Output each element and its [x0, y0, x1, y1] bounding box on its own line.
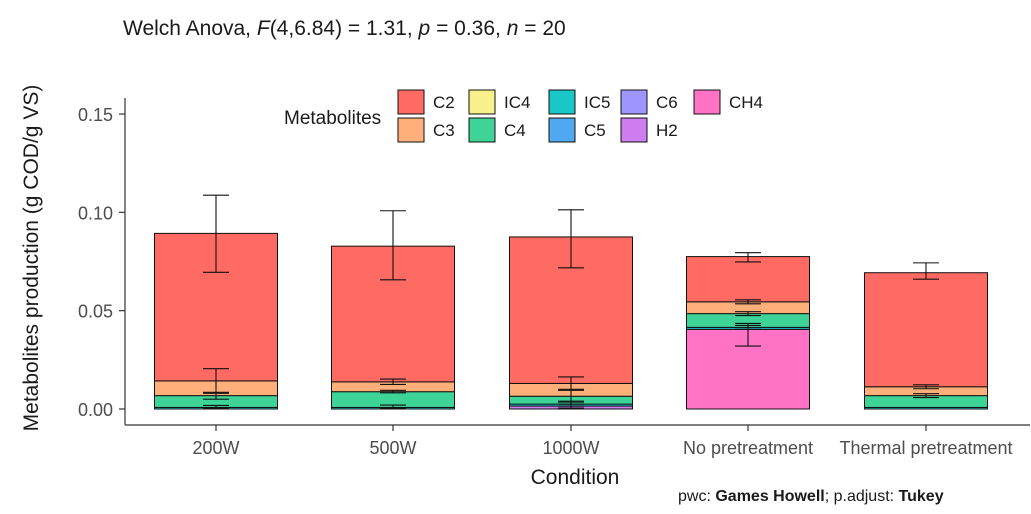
title-test: Welch Anova, [123, 17, 257, 40]
y-axis: 0.00 0.05 0.10 0.15 [78, 98, 125, 425]
legend-label: C5 [584, 121, 606, 140]
x-tick-label: No pretreatment [683, 438, 813, 458]
y-tick-label: 0.15 [78, 105, 113, 125]
x-tick-label: Thermal pretreatment [839, 438, 1012, 458]
legend-label: C2 [433, 93, 455, 112]
legend-label: C4 [504, 121, 526, 140]
legend-item-c2: C2 [398, 90, 455, 114]
legend-label: IC5 [584, 93, 610, 112]
chart-caption: pwc: Games Howell; p.adjust: Tukey [678, 488, 944, 506]
legend-title: Metabolites [284, 108, 381, 129]
legend-item-h2: H2 [621, 118, 678, 142]
y-tick-label: 0.00 [78, 400, 113, 420]
legend-swatch [398, 90, 424, 114]
legend-swatch [398, 118, 424, 142]
legend-swatch [469, 90, 495, 114]
legend-item-c4: C4 [469, 118, 526, 142]
caption-pwc-value: Games Howell [715, 488, 824, 505]
y-tick-label: 0.10 [78, 203, 113, 223]
title-p-symbol: p [419, 17, 431, 40]
legend-swatch [469, 118, 495, 142]
x-tick-label: 1000W [542, 438, 599, 458]
caption-adjust-label: ; p.adjust: [825, 488, 899, 505]
title-n-symbol: n [507, 17, 519, 40]
chart-title: Welch Anova, F(4,6.84) = 1.31, p = 0.36,… [123, 17, 566, 41]
legend-swatch [621, 90, 647, 114]
x-tick-label: 500W [369, 438, 416, 458]
legend-label: IC4 [504, 93, 530, 112]
bar-segment-c2 [687, 257, 810, 302]
title-stat-args: (4,6.84) = 1.31, [270, 17, 419, 40]
legend-label: C6 [656, 93, 678, 112]
legend-label: CH4 [729, 93, 763, 112]
legend-label: C3 [433, 121, 455, 140]
title-stat-symbol: F [257, 17, 270, 40]
legend: Metabolites C2 C3 IC4 C4 IC5 C5 C6 H2 CH4 [284, 90, 763, 142]
legend-label: H2 [656, 121, 678, 140]
legend-item-ic4: IC4 [469, 90, 530, 114]
legend-item-ch4: CH4 [694, 90, 763, 114]
legend-swatch [549, 90, 575, 114]
legend-item-c5: C5 [549, 118, 606, 142]
legend-item-c3: C3 [398, 118, 455, 142]
x-axis: 200W 500W 1000W No pretreatment Thermal pret… [125, 425, 1030, 458]
legend-item-c6: C6 [621, 90, 678, 114]
legend-swatch [694, 90, 720, 114]
legend-item-ic5: IC5 [549, 90, 610, 114]
caption-pwc-label: pwc: [678, 488, 715, 505]
legend-swatch [621, 118, 647, 142]
y-axis-label: Metabolites production (g COD/g VS) [20, 85, 43, 432]
title-p-value: = 0.36, [430, 17, 506, 40]
y-tick-label: 0.05 [78, 302, 113, 322]
bar-segment-c2 [865, 273, 988, 387]
caption-adjust-value: Tukey [899, 488, 944, 505]
x-tick-label: 200W [192, 438, 239, 458]
legend-swatch [549, 118, 575, 142]
title-n-value: = 20 [518, 17, 565, 40]
x-axis-label: Condition [531, 466, 620, 489]
